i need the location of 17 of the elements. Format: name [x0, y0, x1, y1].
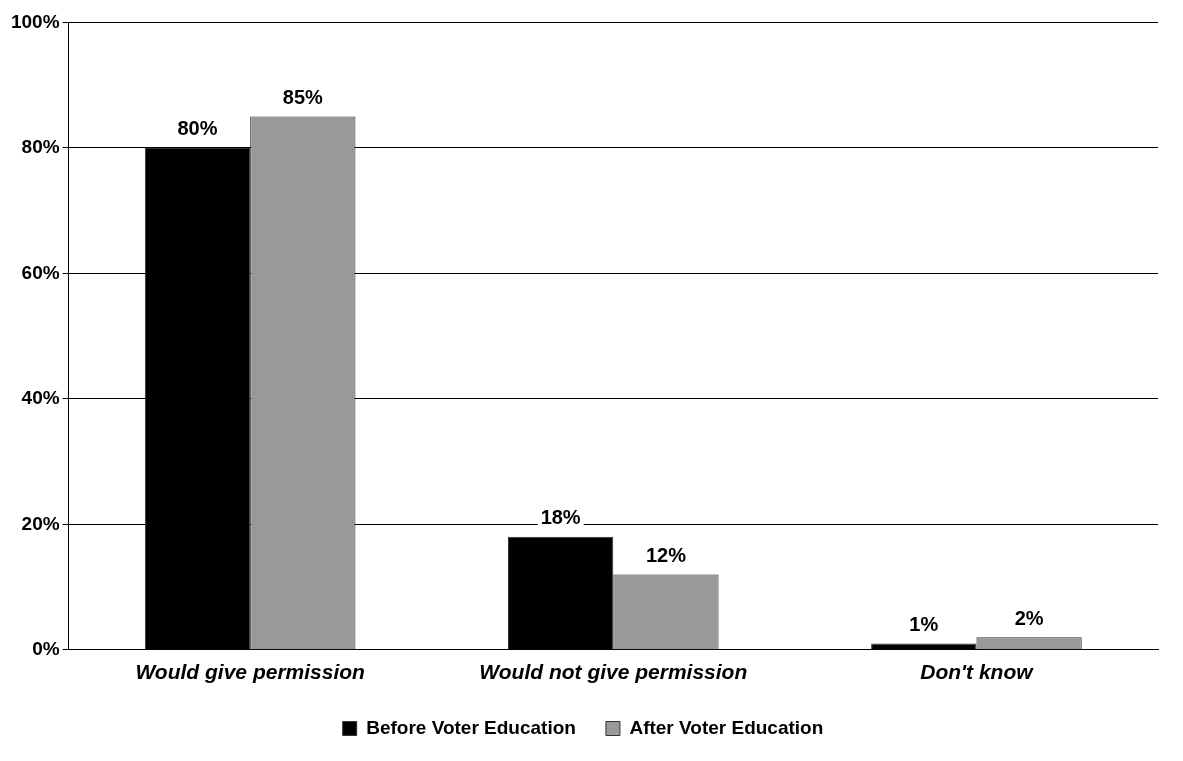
legend-label: Before Voter Education	[366, 716, 576, 738]
data-label: 18%	[540, 506, 581, 529]
x-tick-label: Would give permission	[135, 660, 365, 684]
data-label: 85%	[282, 86, 324, 109]
data-label: 12%	[645, 544, 687, 567]
x-tick-label: Would not give permission	[479, 660, 748, 684]
y-tick-label: 100%	[10, 10, 60, 32]
y-tick-label: 0%	[32, 638, 60, 660]
legend-label: After Voter Education	[629, 716, 824, 738]
data-label: 1%	[909, 613, 939, 636]
data-label: 2%	[1014, 606, 1044, 629]
y-tick-label: 60%	[21, 261, 60, 283]
x-tick-label: Don't know	[920, 660, 1035, 684]
y-tick-label: 20%	[21, 512, 60, 534]
data-label: 80%	[177, 117, 218, 140]
y-tick-label: 80%	[21, 136, 60, 158]
y-tick-label: 40%	[21, 387, 60, 409]
